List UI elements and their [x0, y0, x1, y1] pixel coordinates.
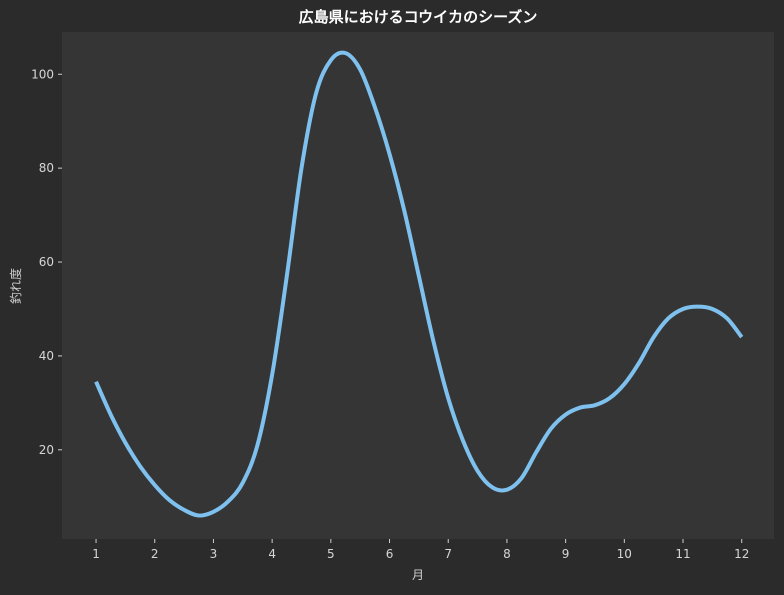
y-tick-label: 60	[39, 255, 54, 269]
x-tick-label: 10	[617, 547, 632, 561]
x-tick-label: 2	[151, 547, 159, 561]
x-tick-label: 9	[562, 547, 570, 561]
x-tick-label: 11	[675, 547, 690, 561]
y-axis-ticks: 20 40 60 80 100	[31, 67, 62, 457]
x-axis-ticks: 1 2 3 4 5 6 7 8 9 10 11 12	[92, 539, 749, 561]
x-axis-label: 月	[412, 568, 424, 582]
chart-title: 広島県におけるコウイカのシーズン	[299, 8, 538, 26]
x-tick-label: 5	[327, 547, 335, 561]
y-tick-label: 40	[39, 349, 54, 363]
series-layer	[94, 50, 744, 518]
x-tick-label: 7	[444, 547, 452, 561]
y-tick-label: 80	[39, 161, 54, 175]
plot-area	[62, 32, 774, 539]
x-tick-label: 3	[210, 547, 218, 561]
x-tick-label: 12	[734, 547, 749, 561]
series-line	[94, 50, 744, 518]
x-tick-label: 4	[268, 547, 276, 561]
x-tick-label: 6	[386, 547, 394, 561]
y-tick-label: 100	[31, 67, 54, 81]
x-tick-label: 8	[503, 547, 511, 561]
y-axis-label: 釣れ度	[8, 268, 23, 304]
x-tick-label: 1	[92, 547, 100, 561]
y-tick-label: 20	[39, 443, 54, 457]
